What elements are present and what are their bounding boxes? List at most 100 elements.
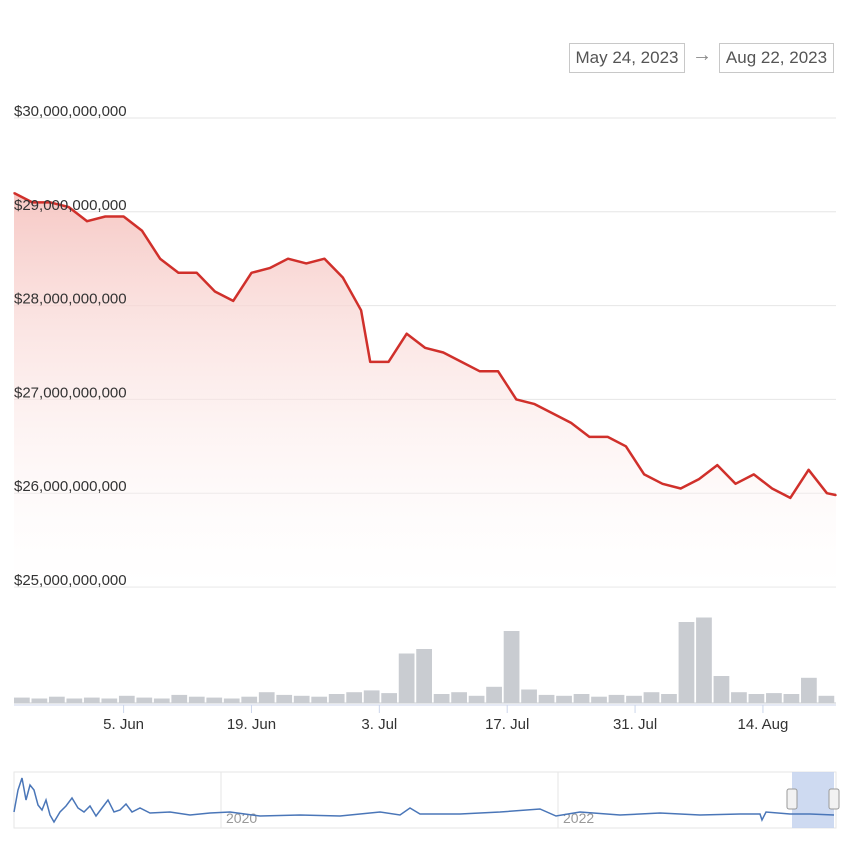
price-point <box>360 309 362 312</box>
price-point <box>552 412 554 415</box>
volume-bar <box>468 695 485 703</box>
price-point <box>479 370 481 373</box>
volume-bar <box>713 676 730 703</box>
volume-bar <box>783 694 800 703</box>
price-point <box>268 267 271 269</box>
volume-bar <box>153 698 170 703</box>
navigator-selection <box>792 772 834 828</box>
navigator-frame <box>13 771 837 829</box>
y-tick-label: $25,000,000,000 <box>14 572 127 589</box>
price-point <box>250 271 253 274</box>
volume-bar <box>661 694 677 703</box>
price-point <box>323 257 326 260</box>
y-tick-label: $29,000,000,000 <box>14 197 127 214</box>
volume-bar <box>48 696 65 703</box>
price-point <box>734 483 737 485</box>
price-point <box>104 215 107 218</box>
volume-bar <box>31 698 48 703</box>
navigator[interactable]: 2020 2022 <box>13 771 840 829</box>
volume-bar <box>136 697 153 703</box>
volume-bar <box>433 694 450 703</box>
x-tick-label: 14. Aug <box>737 716 788 733</box>
volume-bar <box>241 696 258 703</box>
volume-bar <box>556 695 572 703</box>
volume-bar <box>503 631 520 703</box>
x-tick-label: 19. Jun <box>227 716 276 733</box>
price-area-fill <box>14 193 836 587</box>
volume-bar <box>346 692 363 703</box>
volume-bar <box>696 617 712 703</box>
volume-bar <box>171 694 188 703</box>
price-point <box>570 422 572 424</box>
price-point <box>442 351 445 354</box>
volume-bar <box>223 698 240 703</box>
price-point <box>826 492 828 495</box>
volume-bar <box>643 692 660 703</box>
price-point <box>369 361 372 363</box>
price-point <box>305 262 308 265</box>
volume-bar <box>678 622 695 703</box>
volume-bar <box>591 696 607 703</box>
volume-bar <box>14 697 30 703</box>
range-from-input[interactable]: May 24, 2023 <box>569 43 685 73</box>
price-point <box>460 361 463 363</box>
price-area <box>13 191 837 587</box>
volume-bar <box>731 692 747 703</box>
price-point <box>533 403 536 405</box>
volume-bar <box>626 695 642 703</box>
x-tick-label: 17. Jul <box>485 716 529 733</box>
price-point <box>177 271 180 274</box>
x-tick-label: 3. Jul <box>361 716 397 733</box>
y-tick-label: $26,000,000,000 <box>14 478 127 495</box>
price-point <box>497 370 499 373</box>
price-point <box>679 487 682 490</box>
price-point <box>68 206 70 208</box>
navigator-left-handle[interactable] <box>786 788 798 810</box>
volume-bar <box>363 690 380 703</box>
volume-bar <box>538 694 555 703</box>
x-tick-label: 5. Jun <box>103 716 144 733</box>
volume-bar <box>398 653 415 703</box>
volume-bar <box>328 694 345 703</box>
volume-bar <box>521 689 537 703</box>
price-point <box>625 445 627 448</box>
volume-bar <box>748 694 765 703</box>
price-point <box>214 290 216 293</box>
price-point <box>716 464 719 466</box>
price-point <box>643 473 645 476</box>
volume-bar <box>801 677 817 703</box>
range-to-input[interactable]: Aug 22, 2023 <box>719 43 834 73</box>
volume-bar <box>258 692 275 703</box>
y-tick-label: $28,000,000,000 <box>14 291 127 308</box>
volume-bar <box>766 693 782 703</box>
y-axis-labels: $30,000,000,000 $29,000,000,000 $28,000,00… <box>14 103 127 589</box>
price-point <box>287 257 289 260</box>
price-point <box>588 436 591 438</box>
price-point <box>159 257 161 260</box>
volume-bar <box>381 693 398 703</box>
volume-bar <box>101 698 118 703</box>
volume-bar <box>83 697 100 703</box>
price-point <box>606 436 609 438</box>
price-point <box>753 473 755 476</box>
price-point <box>515 398 518 401</box>
volume-bar <box>206 697 223 703</box>
navigator-right-handle[interactable] <box>828 788 840 810</box>
price-point <box>141 229 143 232</box>
volume-bar <box>818 695 835 703</box>
volume-bar <box>118 695 135 703</box>
volume-bar <box>66 698 83 703</box>
price-point <box>232 300 234 302</box>
volume-bar <box>573 694 590 703</box>
volume-bar <box>276 694 293 703</box>
x-axis: 5. Jun 19. Jun 3. Jul 17. Jul 31. Jul 14. Aug <box>14 704 836 733</box>
volume-bar <box>486 686 502 703</box>
price-point <box>195 271 198 274</box>
range-arrow-icon: → <box>692 44 712 66</box>
price-point <box>387 361 390 363</box>
price-point <box>835 494 837 496</box>
x-tick-label: 31. Jul <box>613 716 657 733</box>
price-point <box>807 468 810 471</box>
volume-bar <box>608 694 625 703</box>
